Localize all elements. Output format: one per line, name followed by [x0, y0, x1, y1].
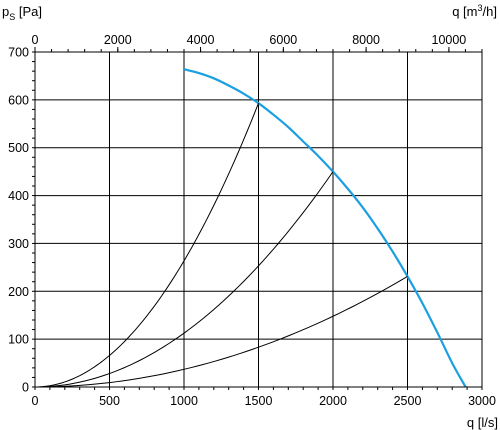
y-tick-label: 700 — [8, 46, 29, 60]
x2-axis-title: q [m3/h] — [452, 3, 497, 19]
x-tick-label: 0 — [32, 394, 39, 408]
y-tick-label: 0 — [22, 381, 29, 395]
x2-tick-label: 0 — [32, 33, 39, 47]
x-tick-label: 3000 — [468, 394, 496, 408]
x2-tick-label: 2000 — [104, 33, 132, 47]
plot-frame — [34, 51, 483, 388]
fan-curve-line — [183, 68, 467, 388]
y-tick-label: 400 — [8, 189, 29, 203]
x-tick-label: 2000 — [319, 394, 347, 408]
x-tick-label: 1000 — [170, 394, 198, 408]
curves — [34, 68, 467, 388]
y-tick-label: 300 — [8, 237, 29, 251]
x-axis-title: q [l/s] — [467, 415, 498, 430]
x2-tick-label: 8000 — [352, 33, 380, 47]
system-curve-line — [34, 171, 334, 388]
y-axis-title: pS [Pa] — [2, 4, 42, 22]
y-tick-label: 100 — [8, 333, 29, 347]
x2-tick-label: 10000 — [432, 33, 467, 47]
minor-ticks — [32, 47, 483, 390]
tick-labels: 0 500 1000 1500 2000 2500 3000 0 100 200 300 400 500… — [8, 33, 496, 408]
x-tick-label: 1500 — [245, 394, 273, 408]
grid — [35, 52, 482, 387]
x2-tick-label: 4000 — [187, 33, 215, 47]
y-tick-label: 500 — [8, 141, 29, 155]
y-tick-label: 200 — [8, 285, 29, 299]
system-curve-line — [34, 103, 259, 388]
system-curve-line — [34, 276, 408, 388]
x2-tick-label: 6000 — [269, 33, 297, 47]
x-tick-label: 2500 — [394, 394, 422, 408]
y-tick-label: 600 — [8, 93, 29, 107]
x-tick-label: 500 — [99, 394, 120, 408]
